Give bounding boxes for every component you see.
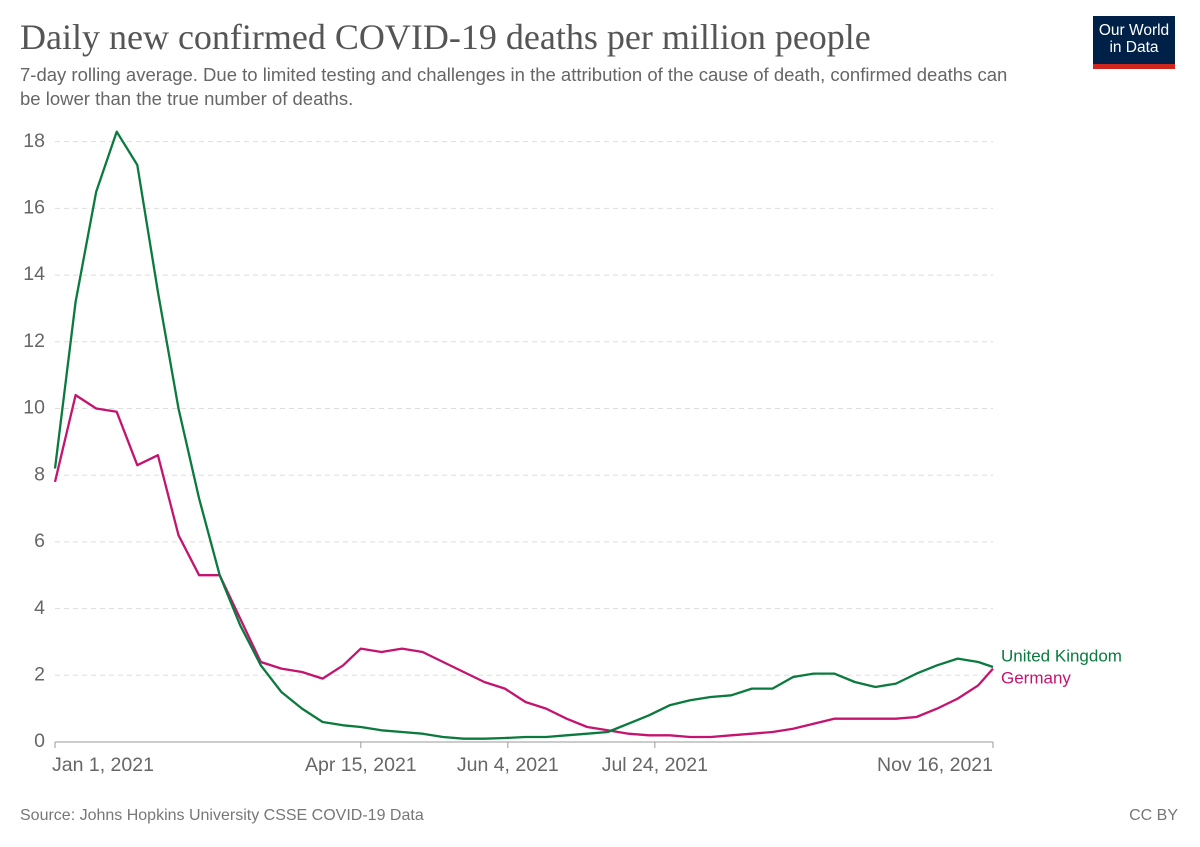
y-tick-label: 14 bbox=[23, 263, 45, 285]
y-tick-label: 8 bbox=[34, 463, 45, 485]
logo[interactable]: Our World in Data bbox=[1093, 16, 1175, 69]
license[interactable]: CC BY bbox=[1129, 807, 1178, 824]
y-tick-label: 16 bbox=[23, 197, 45, 219]
y-tick-label: 4 bbox=[34, 597, 45, 619]
chart-subtitle: 7-day rolling average. Due to limited te… bbox=[20, 64, 1008, 109]
source-note: Source: Johns Hopkins University CSSE CO… bbox=[20, 807, 424, 824]
chart: 0 2 4 6 8 10 12 14 16 18 Jan 1, 2021 Apr 15, 2021 Ju… bbox=[23, 130, 1122, 776]
y-tick-label: 6 bbox=[34, 530, 45, 552]
y-tick-label: 10 bbox=[23, 397, 45, 419]
series-label: Germany bbox=[1001, 668, 1071, 687]
x-tick-label: Nov 16, 2021 bbox=[877, 754, 993, 776]
x-tick-label: Jun 4, 2021 bbox=[457, 754, 559, 776]
y-tick-label: 12 bbox=[23, 330, 45, 352]
y-tick-label: 2 bbox=[34, 663, 45, 685]
y-tick-label: 18 bbox=[23, 130, 45, 152]
series-line bbox=[53, 393, 994, 739]
chart-title: Daily new confirmed COVID-19 deaths per … bbox=[20, 17, 871, 57]
x-tick-label: Jul 24, 2021 bbox=[602, 754, 708, 776]
series-label: United Kingdom bbox=[1001, 646, 1122, 665]
x-tick-label: Apr 15, 2021 bbox=[305, 754, 417, 776]
x-tick-label: Jan 1, 2021 bbox=[52, 754, 154, 776]
y-tick-label: 0 bbox=[34, 730, 45, 752]
series-line bbox=[53, 130, 994, 740]
